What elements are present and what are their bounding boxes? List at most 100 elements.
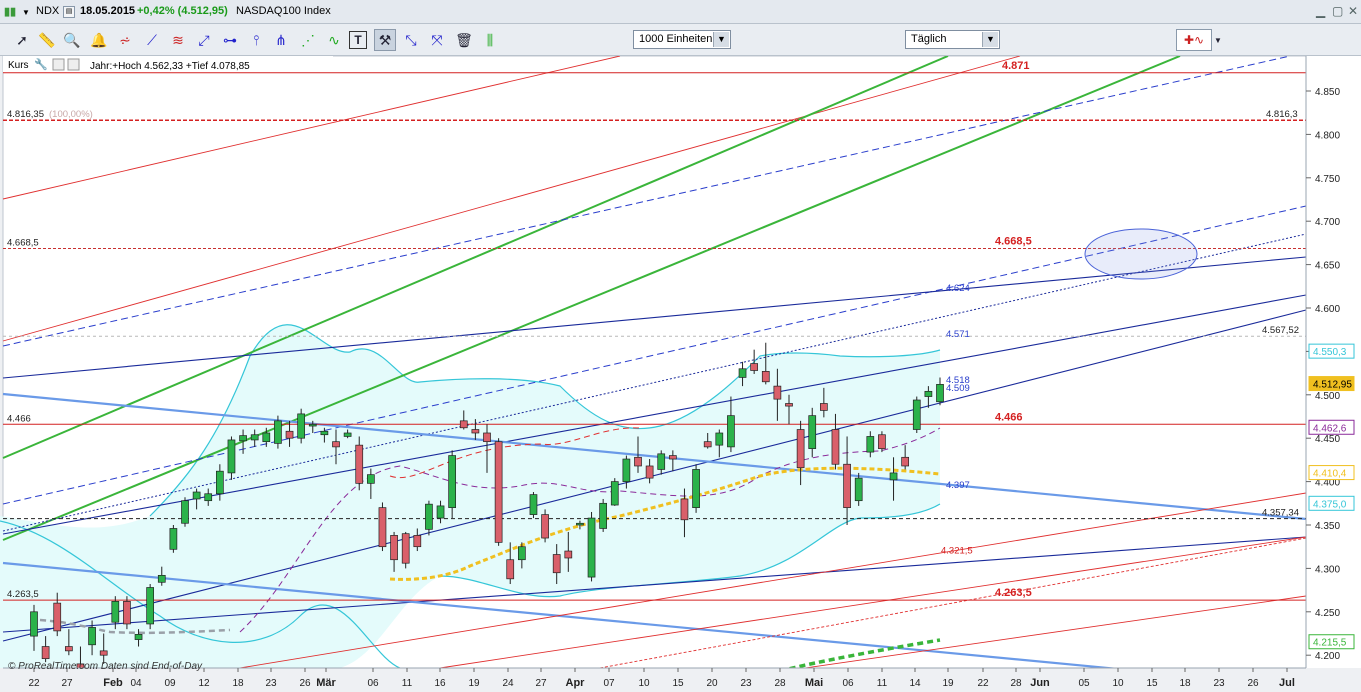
candle-body[interactable] (99, 650, 108, 656)
alarm-bell-icon[interactable]: 🔔 (90, 31, 108, 48)
candle-body[interactable] (819, 403, 828, 411)
candle-body[interactable] (123, 601, 131, 625)
candle-body[interactable] (715, 432, 724, 446)
candle-body[interactable] (645, 465, 654, 479)
candle-body[interactable] (215, 470, 224, 495)
candle-body[interactable] (622, 458, 631, 482)
candle-body[interactable] (599, 502, 608, 529)
candle-body[interactable] (785, 403, 793, 407)
green-channel-line[interactable] (2, 56, 949, 459)
candle-body[interactable] (889, 472, 898, 481)
price-chart[interactable]: 4.871 4.816,35 (100,00%) 4.816,3 4.668,5 4.66… (0, 56, 1361, 692)
candle-body[interactable] (506, 559, 515, 580)
horizontal-line-icon[interactable]: ⊶ (223, 31, 237, 48)
wrench-icon[interactable]: 🔧 (34, 57, 48, 71)
light-blue-trend-line[interactable] (2, 561, 1151, 674)
blue-dashed-channel[interactable] (2, 205, 1307, 505)
navy-channel-line[interactable] (2, 536, 1307, 633)
candle-body[interactable] (378, 507, 387, 548)
bars-icon[interactable]: ⫼ (486, 31, 494, 48)
chevron-down-icon[interactable]: ▼ (982, 32, 998, 47)
candle-body[interactable] (703, 441, 712, 448)
candle-body[interactable] (401, 533, 410, 564)
candle-body[interactable] (366, 474, 375, 484)
candle-body[interactable] (576, 522, 584, 526)
settings-icon[interactable] (52, 58, 65, 71)
candle-body[interactable] (668, 455, 677, 460)
fan-icon[interactable]: ⋰ (301, 31, 315, 48)
ray-icon[interactable]: ⤢ (198, 31, 210, 48)
candle-body[interactable] (727, 415, 735, 448)
candle-body[interactable] (924, 390, 933, 397)
candle-body[interactable] (471, 429, 480, 434)
candle-body[interactable] (204, 493, 213, 502)
candle-body[interactable] (192, 491, 201, 500)
navy-channel-line[interactable] (2, 309, 1307, 642)
candle-body[interactable] (541, 514, 549, 539)
vertical-line-icon[interactable]: ⫯ (252, 31, 260, 48)
candle-body[interactable] (564, 550, 573, 559)
candle-body[interactable] (239, 435, 247, 442)
candle-body[interactable] (320, 430, 329, 436)
trash-icon[interactable]: 🗑 (455, 31, 473, 48)
candle-body[interactable] (111, 601, 120, 623)
red-trend-line[interactable] (239, 492, 1307, 669)
regression-icon[interactable]: ∿ (328, 31, 340, 48)
arrow-icon[interactable]: ⤧ (431, 31, 443, 48)
candle-body[interactable] (657, 453, 666, 470)
parallel-channel-icon[interactable]: ≋ (172, 31, 184, 48)
indicators-icon[interactable]: ✚∿ (1176, 29, 1212, 51)
candle-body[interactable] (53, 602, 62, 632)
dropdown-icon[interactable]: ▼ (22, 8, 30, 17)
zoom-icon[interactable]: 🔍 (63, 31, 81, 48)
period-select[interactable]: Täglich ▼ (905, 30, 1000, 49)
candle-body[interactable] (134, 634, 143, 640)
candle-body[interactable] (680, 498, 689, 521)
candle-body[interactable] (390, 535, 398, 561)
candle-body[interactable] (436, 505, 445, 519)
candle-body[interactable] (274, 420, 282, 444)
candle-body[interactable] (413, 535, 422, 548)
navy-channel-line[interactable] (2, 256, 1307, 379)
candle-body[interactable] (517, 546, 526, 561)
candle-body[interactable] (250, 434, 259, 441)
candle-body[interactable] (843, 463, 851, 508)
candle-body[interactable] (866, 436, 875, 453)
red-trend-line[interactable] (2, 56, 1021, 342)
candle-body[interactable] (750, 363, 759, 371)
candle-body[interactable] (878, 434, 886, 449)
trendline-icon[interactable]: ⟋ (147, 31, 157, 48)
candle-body[interactable] (494, 441, 503, 543)
fibonacci-icon[interactable]: ⩫ (119, 31, 131, 48)
candle-body[interactable] (552, 554, 561, 574)
candle-body[interactable] (936, 384, 944, 403)
ruler-icon[interactable]: 📏 (38, 31, 56, 48)
candle-body[interactable] (761, 371, 770, 383)
candle-body[interactable] (692, 469, 700, 508)
candle-body[interactable] (332, 441, 340, 448)
close-icon[interactable]: ✕ (1348, 4, 1359, 18)
candle-body[interactable] (738, 368, 747, 378)
extend-line-icon[interactable]: ⤡ (405, 31, 417, 48)
candle-body[interactable] (634, 456, 642, 467)
maximize-icon[interactable]: ▢ (1332, 4, 1344, 18)
units-select[interactable]: 1000 Einheiten ▼ (633, 30, 731, 49)
candle-body[interactable] (529, 494, 538, 515)
blue-dotted-line[interactable] (2, 233, 1307, 532)
settings-icon[interactable]: ▤ (63, 6, 75, 18)
candle-body[interactable] (157, 574, 166, 583)
candle-body[interactable] (227, 439, 236, 474)
candle-body[interactable] (308, 423, 317, 427)
candle-body[interactable] (297, 413, 306, 439)
chevron-down-icon[interactable]: ▼ (713, 32, 729, 47)
candle-body[interactable] (831, 429, 840, 465)
candle-body[interactable] (483, 432, 491, 443)
light-blue-trend-line[interactable] (2, 392, 1307, 521)
chevron-down-icon[interactable]: ▼ (1214, 35, 1222, 45)
symbol-label[interactable]: NDX (36, 5, 60, 17)
candle-body[interactable] (146, 587, 155, 625)
red-trend-line[interactable] (2, 56, 621, 200)
candle-body[interactable] (610, 481, 619, 506)
candle-body[interactable] (854, 477, 863, 502)
minimize-icon[interactable]: ▁ (1316, 4, 1326, 18)
